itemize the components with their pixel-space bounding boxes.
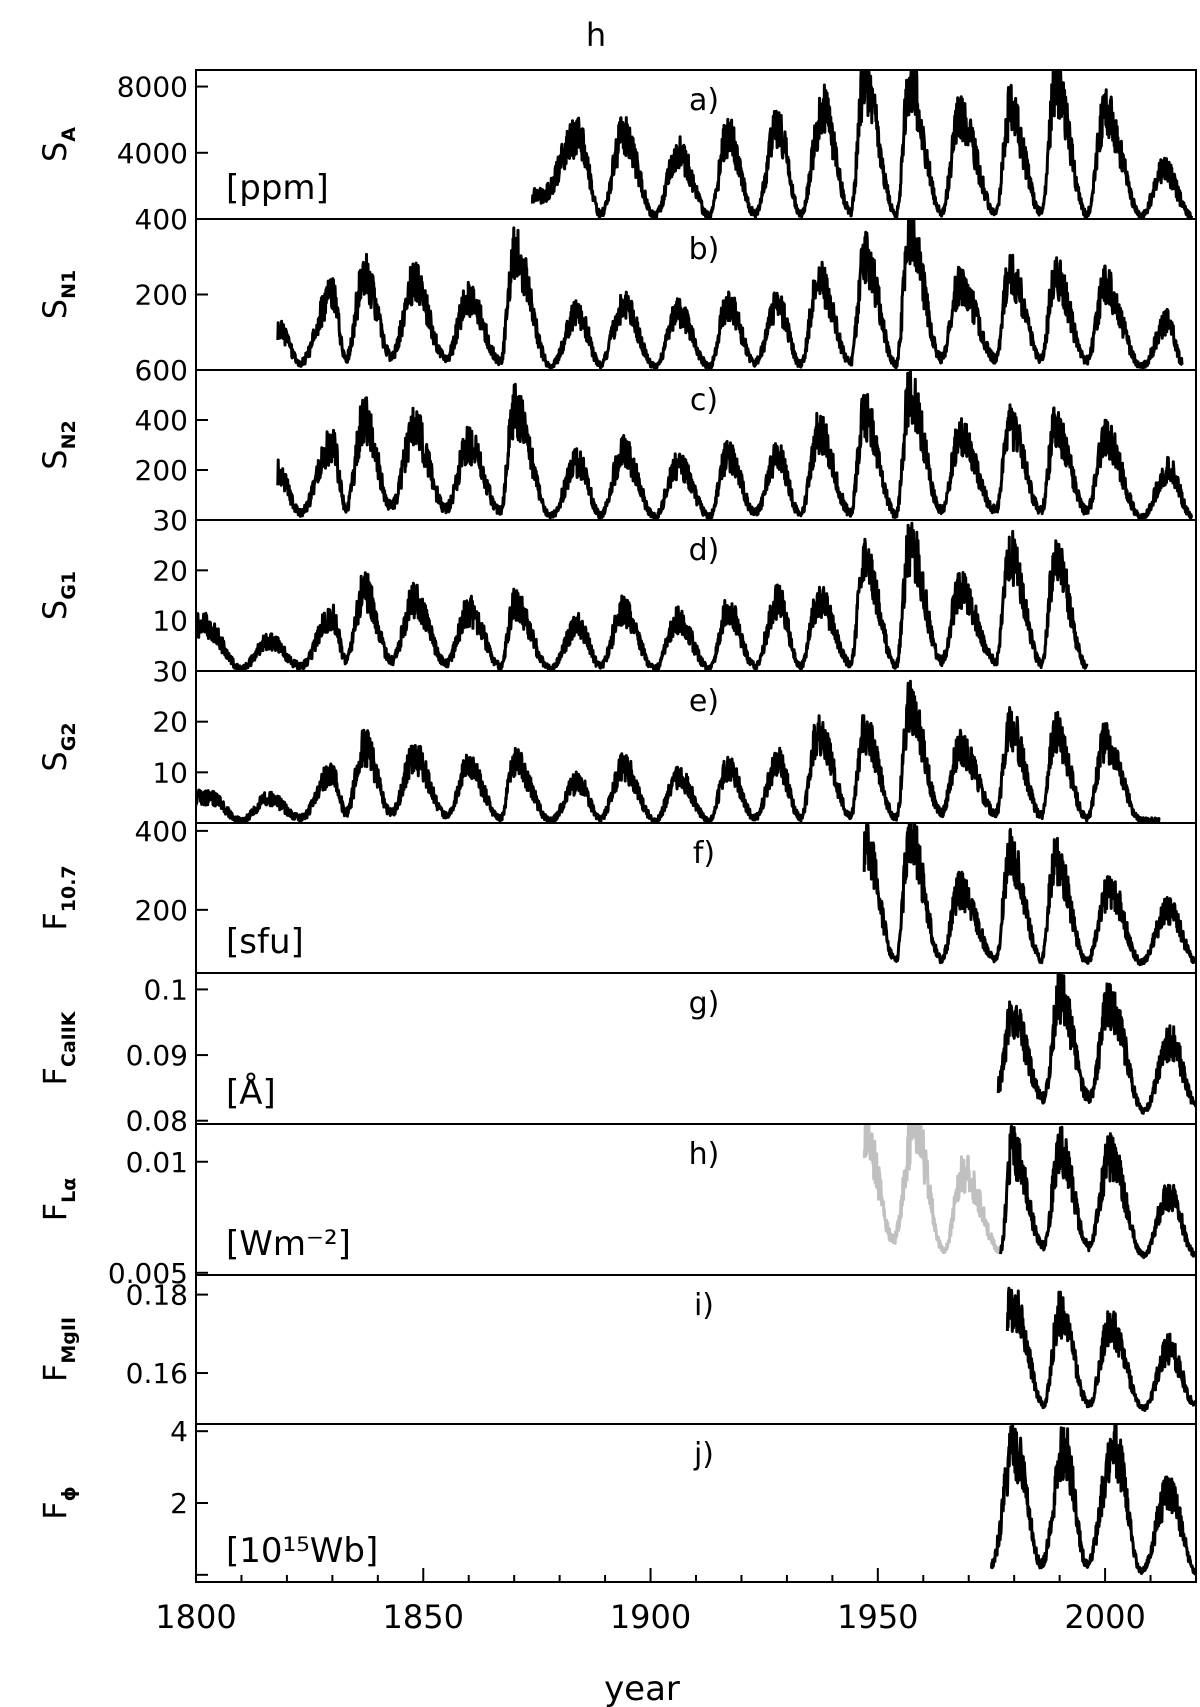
- x-tick-label: 1800: [155, 1598, 236, 1636]
- y-tick-label: 0.01: [126, 1146, 188, 1179]
- panel-label: j): [693, 1437, 714, 1472]
- y-tick-label: 400: [135, 815, 188, 848]
- y-tick-label: 30: [152, 655, 188, 688]
- series-line-6-1: [862, 823, 1196, 967]
- series-line-8-1: [862, 1124, 1002, 1254]
- y-axis-label-sub: CaIIK: [58, 1010, 80, 1067]
- unit-label: [Å]: [226, 1072, 276, 1113]
- y-tick-label: 200: [135, 279, 188, 312]
- y-tick-label: 0.09: [126, 1039, 188, 1072]
- y-tick-label: 0.18: [126, 1279, 188, 1312]
- x-axis-title: year: [604, 1669, 680, 1707]
- y-axis-label: FCaIIK: [36, 1010, 80, 1085]
- y-axis-label: Fϕ: [36, 1486, 80, 1520]
- panel-label: c): [690, 383, 718, 418]
- panel-label: b): [689, 232, 720, 267]
- series-line-3-1: [276, 370, 1193, 520]
- series-line-2-1: [276, 219, 1184, 370]
- y-tick-label: 20: [152, 706, 188, 739]
- y-tick-label: 2: [170, 1487, 188, 1520]
- y-tick-label: 20: [152, 554, 188, 587]
- panel-label: a): [689, 83, 719, 118]
- y-tick-label: 10: [152, 756, 188, 789]
- y-tick-label: 0.16: [126, 1357, 188, 1390]
- unit-label: [ppm]: [226, 168, 329, 208]
- y-axis-label: SN2: [36, 420, 80, 469]
- y-tick-label: 0.1: [143, 973, 188, 1006]
- y-axis-label: F10.7: [36, 865, 80, 930]
- y-tick-label: 8000: [117, 71, 188, 104]
- y-axis-label: FLα: [36, 1178, 80, 1222]
- series-line-10-1: [990, 1424, 1196, 1576]
- y-axis-label-main: S: [36, 142, 74, 162]
- y-axis-label-main: F: [36, 912, 74, 930]
- y-axis-label-main: S: [36, 751, 74, 771]
- unit-label: [sfu]: [226, 922, 304, 962]
- y-tick-label: 200: [135, 454, 188, 487]
- y-axis-label: SG1: [36, 571, 80, 620]
- top-label: h: [586, 16, 606, 54]
- panel-3: 200 400 600 c) SN2: [36, 354, 1197, 521]
- series-line-7-1: [996, 973, 1196, 1115]
- y-axis-label-sub: ϕ: [58, 1486, 80, 1501]
- panel-10: 2 4 j) [10¹⁵Wb] Fϕ: [36, 1415, 1197, 1583]
- y-axis-label-sub: N1: [58, 270, 80, 299]
- panel-8: 0.005 0.01 h) [Wm⁻²] FLα: [36, 1123, 1197, 1290]
- panel-6: 200 400 f) [sfu] F10.7: [36, 815, 1197, 974]
- x-tick-label: 1950: [837, 1598, 918, 1636]
- panel-label: e): [689, 684, 719, 719]
- y-tick-label: 0.08: [126, 1105, 188, 1138]
- y-tick-label: 4: [170, 1415, 188, 1448]
- y-tick-label: 0.005: [108, 1257, 188, 1290]
- y-axis-label-main: S: [36, 299, 74, 319]
- panel-label: h): [689, 1137, 720, 1172]
- unit-label: [10¹⁵Wb]: [226, 1531, 378, 1571]
- panel-2: 200 400 b) SN1: [36, 203, 1197, 371]
- y-axis-label-main: F: [36, 1203, 74, 1221]
- y-tick-label: 200: [135, 894, 188, 927]
- series-line-9-1: [1005, 1286, 1196, 1412]
- y-axis-label-sub: A: [58, 127, 80, 142]
- panel-4: 10 20 30 d) SG1: [36, 504, 1197, 672]
- y-axis-label: SG2: [36, 722, 80, 771]
- panel-7: 0.08 0.09 0.1 g) [Å] FCaIIK: [36, 972, 1197, 1138]
- y-axis-label: SN1: [36, 270, 80, 319]
- y-axis-label-sub: MgII: [58, 1317, 80, 1364]
- series-line-1-1: [530, 70, 1193, 219]
- y-axis-label-sub: G1: [58, 571, 80, 600]
- x-tick-label: 2000: [1064, 1598, 1145, 1636]
- y-axis-label: FMgII: [36, 1317, 80, 1382]
- series-line-4-1: [196, 521, 1089, 671]
- y-axis-label-main: F: [36, 1067, 74, 1085]
- y-axis-label-main: S: [36, 600, 74, 620]
- x-tick-label: 1900: [610, 1598, 691, 1636]
- y-axis-label-sub: 10.7: [58, 865, 80, 912]
- y-axis-label-main: F: [36, 1501, 74, 1519]
- y-tick-label: 400: [135, 404, 188, 437]
- x-axis: 1800 1850 1900 1950 2000: [155, 1568, 1197, 1636]
- y-tick-label: 4000: [117, 137, 188, 170]
- series-line-5-1: [196, 679, 1161, 823]
- unit-label: [Wm⁻²]: [226, 1224, 351, 1264]
- y-axis-label-main: S: [36, 449, 74, 469]
- y-axis-label-main: F: [36, 1364, 74, 1382]
- y-tick-label: 400: [135, 203, 188, 236]
- panel-9: 0.16 0.18 i) FMgII: [36, 1274, 1197, 1425]
- panel-label: g): [689, 986, 720, 1021]
- y-axis-label-sub: Lα: [58, 1178, 80, 1203]
- y-axis-label-sub: N2: [58, 420, 80, 449]
- x-tick-label: 1850: [383, 1598, 464, 1636]
- y-axis-label-sub: G2: [58, 722, 80, 751]
- panel-label: f): [693, 836, 715, 871]
- y-tick-label: 10: [152, 605, 188, 638]
- panel-label: i): [694, 1288, 714, 1323]
- series-line-8-2: [999, 1124, 1196, 1260]
- y-axis-label: SA: [36, 127, 80, 162]
- y-tick-label: 600: [135, 354, 188, 387]
- panel-label: d): [689, 533, 720, 568]
- y-tick-label: 30: [152, 504, 188, 537]
